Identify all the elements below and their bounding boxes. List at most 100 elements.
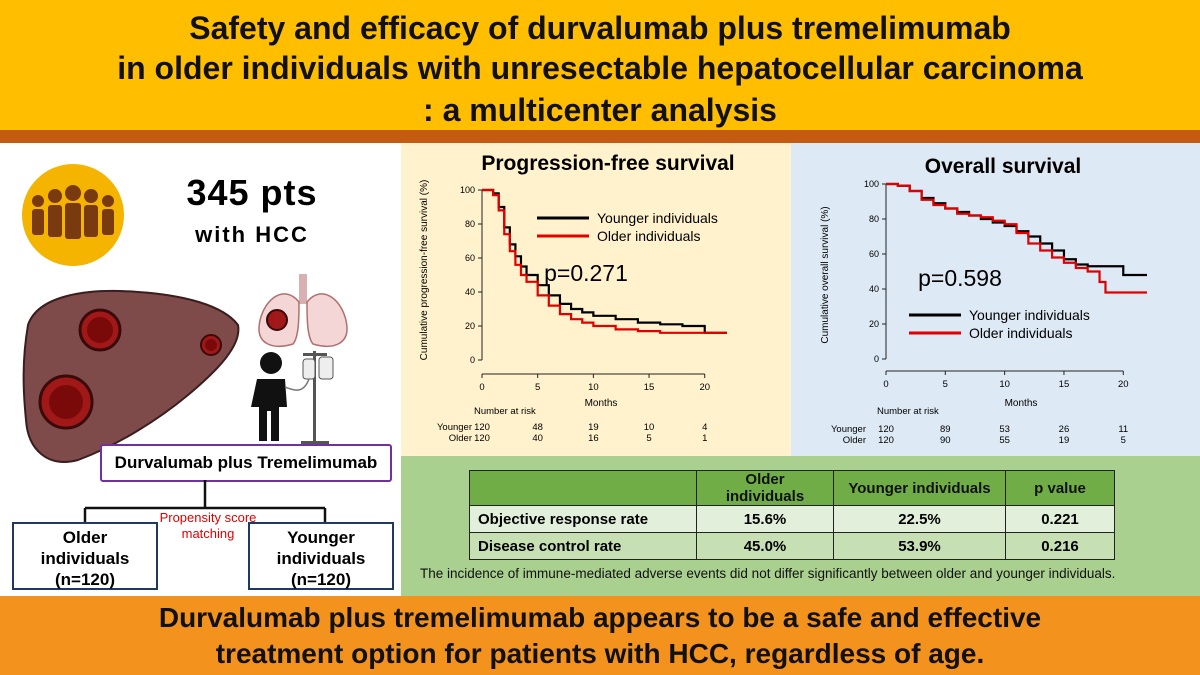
pfs-risk-value: 1 (702, 433, 707, 444)
pfs-y-tick-label: 100 (460, 185, 475, 195)
os-x-tick-label: 10 (999, 379, 1010, 390)
os-ylabel: Cumulative overall survival (%) (820, 206, 831, 343)
pfs-x-tick-label: 0 (479, 382, 484, 393)
pfs-y-tick-label: 80 (465, 219, 475, 229)
pfs-risk-value: 48 (532, 422, 543, 433)
pfs-y-tick-label: 60 (465, 253, 475, 263)
os-title: Overall survival (925, 155, 1081, 178)
header-divider (0, 130, 1200, 143)
pfs-title: Progression-free survival (481, 152, 734, 175)
table-row: Disease control rate 45.0% 53.9% 0.216 (469, 532, 1115, 560)
pfs-risk-value: 120 (474, 433, 490, 444)
table-cell: 0.216 (1005, 532, 1115, 560)
pfs-panel (401, 143, 791, 456)
older-group-line1: Older (62, 528, 108, 547)
people-group-icon (22, 164, 124, 266)
pfs-series-younger-line (482, 188, 727, 334)
os-chart: Overall survival Cumulative overall surv… (820, 155, 1147, 446)
os-risk-value: 120 (878, 435, 894, 446)
os-series-older-line (886, 182, 1147, 294)
patient-iv-icon (251, 351, 334, 444)
os-x-tick-label: 15 (1059, 379, 1070, 390)
os-y-tick-label: 60 (869, 249, 879, 259)
os-legend-label: Younger individuals (969, 307, 1090, 323)
conclusion-line-2: treatment option for patients with HCC, … (215, 638, 985, 669)
table-header-older: Older individuals (696, 470, 834, 506)
pfs-series-older-line (482, 188, 727, 334)
pfs-ylabel: Cumulative progression-free survival (%) (419, 180, 430, 361)
pfs-risk-row-label: Older (449, 433, 472, 444)
os-series-younger-line (886, 182, 1147, 277)
patient-count: 345 pts (186, 172, 318, 213)
table-cell: Disease control rate (469, 532, 697, 560)
footnote: The incidence of immune-mediated adverse… (420, 566, 1116, 581)
pfs-p-value: p=0.271 (544, 260, 628, 286)
younger-group-line3: (n=120) (291, 570, 351, 589)
liver-icon (22, 289, 240, 463)
pfs-xlabel: Months (585, 398, 618, 409)
pfs-risk-row-label: Younger (437, 422, 472, 433)
title-line-3: : a multicenter analysis (423, 92, 777, 128)
pfs-risk-value: 5 (646, 433, 651, 444)
conclusion-banner: Durvalumab plus tremelimumab appears to … (0, 596, 1200, 675)
patient-count-subtitle: with HCC (195, 222, 309, 247)
pfs-risk-value: 16 (588, 433, 599, 444)
pfs-risk-value: 120 (474, 422, 490, 433)
os-x-tick-label: 20 (1118, 379, 1129, 390)
propensity-score-label: Propensity score matching (159, 510, 257, 541)
pfs-legend-label: Younger individuals (597, 210, 718, 226)
os-risk-value: 90 (940, 435, 951, 446)
older-group-line3: (n=120) (55, 570, 115, 589)
table-row: Objective response rate 15.6% 22.5% 0.22… (469, 505, 1115, 533)
os-y-tick-label: 80 (869, 214, 879, 224)
os-risk-value: 120 (878, 424, 894, 435)
table-cell: 53.9% (833, 532, 1006, 560)
pfs-legend-label: Older individuals (597, 228, 701, 244)
os-y-tick-label: 100 (864, 179, 879, 189)
os-y-tick-label: 0 (874, 354, 879, 364)
lungs-icon (258, 274, 348, 348)
pfs-x-tick-label: 10 (588, 382, 599, 393)
table-header-younger: Younger individuals (833, 470, 1006, 506)
os-y-tick-label: 20 (869, 319, 879, 329)
os-risk-value: 55 (999, 435, 1010, 446)
os-x-tick-label: 0 (883, 379, 888, 390)
pfs-x-tick-label: 15 (644, 382, 655, 393)
pfs-risk-title: Number at risk (474, 406, 536, 417)
table-cell: 0.221 (1005, 505, 1115, 533)
pfs-risk-value: 40 (532, 433, 543, 444)
pfs-y-tick-label: 40 (465, 287, 475, 297)
os-risk-row-label: Older (843, 435, 866, 446)
os-risk-value: 11 (1118, 424, 1128, 435)
title-line-1: Safety and efficacy of durvalumab plus t… (189, 10, 1011, 46)
pfs-risk-value: 19 (588, 422, 599, 433)
os-p-value: p=0.598 (918, 265, 1002, 291)
table-header-pvalue: p value (1005, 470, 1115, 506)
pfs-y-tick-label: 0 (470, 355, 475, 365)
os-xlabel: Months (1005, 398, 1038, 409)
table-header-blank (469, 470, 697, 506)
os-panel (791, 143, 1200, 456)
os-legend-label: Older individuals (969, 325, 1073, 341)
older-group-box: Older individuals (n=120) (12, 522, 158, 590)
pfs-x-tick-label: 5 (535, 382, 540, 393)
header-banner: Safety and efficacy of durvalumab plus t… (0, 0, 1200, 130)
table-cell: 45.0% (696, 532, 834, 560)
table-cell: 22.5% (833, 505, 1006, 533)
results-table: Older individuals Younger individuals p … (469, 470, 1115, 560)
os-x-tick-label: 5 (943, 379, 948, 390)
younger-group-box: Younger individuals (n=120) (248, 522, 394, 590)
younger-group-line2: individuals (276, 549, 366, 568)
os-risk-value: 5 (1121, 435, 1126, 446)
pfs-risk-value: 10 (644, 422, 655, 433)
os-y-tick-label: 40 (869, 284, 879, 294)
table-header-row: Older individuals Younger individuals p … (469, 470, 1115, 506)
pfs-x-tick-label: 20 (699, 382, 710, 393)
os-risk-value: 89 (940, 424, 951, 435)
drug-box: Durvalumab plus Tremelimumab (100, 444, 392, 482)
os-risk-value: 53 (999, 424, 1010, 435)
table-cell: 15.6% (696, 505, 834, 533)
pfs-chart: Progression-free survival Cumulative pro… (419, 152, 735, 444)
table-cell: Objective response rate (469, 505, 697, 533)
pfs-risk-value: 4 (702, 422, 707, 433)
